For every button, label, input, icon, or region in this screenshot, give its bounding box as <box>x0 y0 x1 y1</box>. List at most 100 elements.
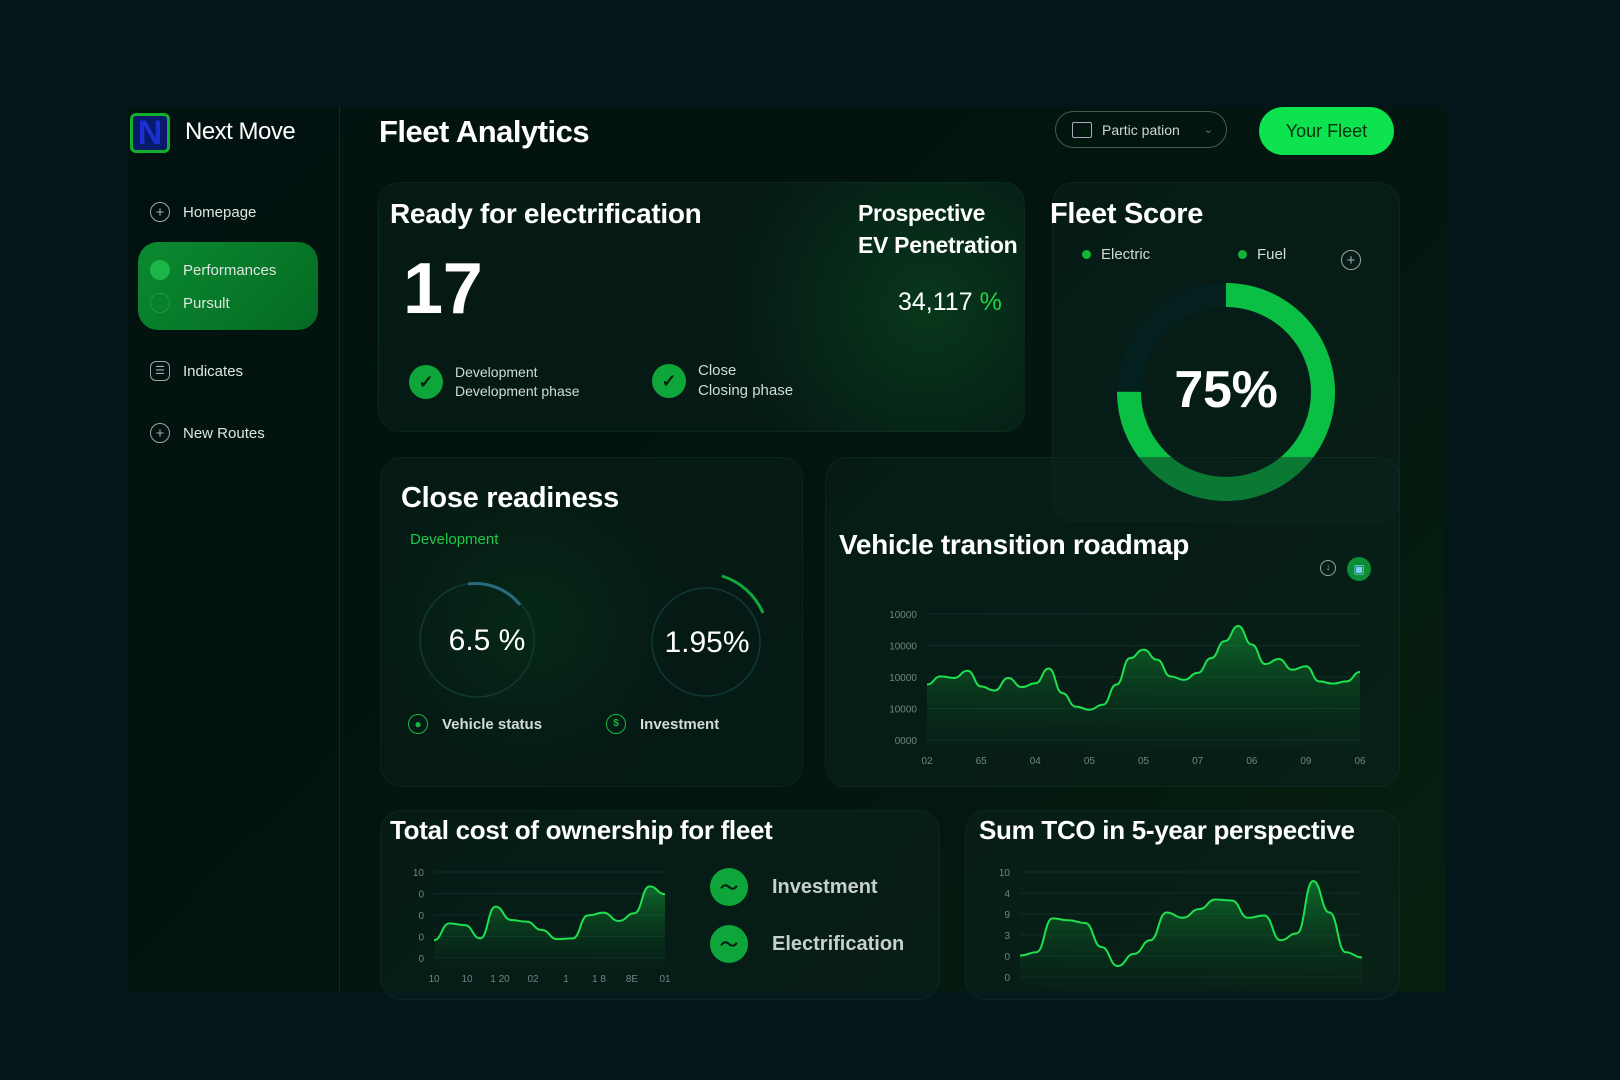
x-tick-label: 06 <box>1246 756 1258 767</box>
phase-development: ✓ Development Development phase <box>409 363 580 401</box>
trend-icon: 〜 <box>710 925 748 963</box>
y-tick-label: 10 <box>999 868 1011 879</box>
x-tick-label: 02 <box>921 756 933 767</box>
phase-sub: Development phase <box>455 383 580 399</box>
legend-dot <box>1238 250 1247 259</box>
gauge-value-vehicle: 6.5 % <box>448 624 526 657</box>
sidebar-active-group <box>138 242 318 330</box>
x-tick-label: 1 8 <box>592 974 606 985</box>
series-area <box>1020 881 1362 987</box>
x-tick-label: 04 <box>1030 756 1042 767</box>
sidebar-item-indicates[interactable]: ☰ Indicates <box>150 361 243 381</box>
x-tick-label: 06 <box>1354 756 1366 767</box>
x-tick-label: 07 <box>1192 756 1204 767</box>
logo: N <box>130 113 170 153</box>
y-tick-label: 0 <box>1004 973 1010 984</box>
close-readiness-subtitle: Development <box>410 531 499 548</box>
roadmap-title: Vehicle transition roadmap <box>839 529 1190 560</box>
page-title: Fleet Analytics <box>379 114 590 149</box>
sidebar-item-homepage[interactable]: + Homepage <box>150 202 256 222</box>
your-fleet-button[interactable]: Your Fleet <box>1259 107 1394 155</box>
gauge-ring <box>651 587 761 697</box>
legend-label: Fuel <box>1257 246 1287 263</box>
readiness-gauges <box>419 574 765 698</box>
phase-label: Development <box>455 364 538 380</box>
brand-name: Next Move <box>185 118 296 145</box>
series-line <box>433 885 666 942</box>
chevron-down-icon: ⌄ <box>1203 124 1214 136</box>
x-tick-label: 10 <box>461 974 473 985</box>
y-tick-label: 10000 <box>889 673 917 684</box>
check-icon: ✓ <box>409 365 443 399</box>
sidebar-item-new-routes[interactable]: + New Routes <box>150 423 265 443</box>
y-tick-label: 0 <box>418 954 424 965</box>
y-tick-label: 10000 <box>889 610 917 621</box>
download-icon[interactable]: ↓ <box>1320 560 1336 576</box>
ready-value: 17 <box>403 249 483 329</box>
tco-title: Total cost of ownership for fleet <box>390 815 773 845</box>
legend-fuel: Fuel <box>1238 245 1286 264</box>
fuel-pump-icon[interactable]: ▣ <box>1347 557 1371 581</box>
gauge-arc <box>467 582 522 606</box>
tco-chart: 10 0 0 0 0 10 10 1 20 02 1 1 8 8E 01 <box>413 868 670 985</box>
y-tick-label: 0 <box>418 911 424 922</box>
fleet-score-donut <box>1117 283 1335 501</box>
legend-dot <box>1082 250 1091 259</box>
coin-icon: $ <box>606 714 626 734</box>
x-tick-label: 02 <box>527 974 539 985</box>
close-readiness-card <box>380 457 803 787</box>
phase-sub: Closing phase <box>698 382 794 399</box>
y-tick-label: 0 <box>418 933 424 944</box>
fleet-score-value: 75% <box>1174 361 1278 419</box>
sidebar <box>127 107 340 992</box>
series-line <box>1019 880 1363 968</box>
logo-letter: N <box>137 113 163 152</box>
add-icon[interactable]: + <box>1341 250 1361 270</box>
target-icon <box>150 293 170 313</box>
y-tick-label: 10000 <box>889 705 917 716</box>
gauge-arc <box>721 574 765 614</box>
prospective-number: 34,117 <box>898 288 973 316</box>
sidebar-item-label: Pursult <box>183 294 230 312</box>
ready-card <box>378 182 1025 432</box>
plus-circle-icon: + <box>150 202 170 222</box>
vehicle-status-label: ● Vehicle status <box>408 714 542 734</box>
prospective-unit: % <box>979 288 1002 316</box>
plus-circle-icon: + <box>150 423 170 443</box>
series-area <box>434 886 665 968</box>
sidebar-item-label: Performances <box>183 261 277 279</box>
legend-label: Electrification <box>772 932 905 955</box>
participation-dropdown[interactable]: Partic pation ⌄ <box>1055 111 1227 148</box>
y-tick-label: 9 <box>1004 910 1010 921</box>
y-tick-label: 10000 <box>889 642 917 653</box>
donut-arc <box>1117 283 1335 501</box>
sidebar-item-performances[interactable]: Performances <box>150 260 276 280</box>
dropdown-value: Partic pation <box>1102 121 1180 138</box>
prospective-title-line: EV Penetration <box>858 232 1018 258</box>
prospective-title-line: Prospective <box>858 200 986 226</box>
list-icon: ☰ <box>150 361 170 381</box>
sidebar-item-pursult[interactable]: Pursult <box>150 293 230 313</box>
y-tick-label: 10 <box>413 868 425 879</box>
y-tick-label: 0 <box>418 890 424 901</box>
x-tick-label: 01 <box>659 974 670 985</box>
legend-investment: 〜 Investment <box>710 868 878 906</box>
app-panel <box>127 107 1445 992</box>
x-tick-label: 09 <box>1300 756 1312 767</box>
x-tick-label: 65 <box>976 756 988 767</box>
leaf-icon <box>150 260 170 280</box>
x-tick-label: 05 <box>1138 756 1150 767</box>
trend-icon: 〜 <box>710 868 748 906</box>
check-icon: ✓ <box>652 364 686 398</box>
x-tick-label: 8E <box>626 974 639 985</box>
x-tick-label: 1 <box>563 974 569 985</box>
y-tick-label: 0 <box>1004 952 1010 963</box>
y-tick-label: 4 <box>1004 889 1010 900</box>
window-icon <box>1072 121 1092 138</box>
fleet-score-title: Fleet Score <box>1050 198 1204 230</box>
prospective-value: 34,117 % <box>898 288 1002 317</box>
sum-tco-title: Sum TCO in 5-year perspective <box>979 815 1355 845</box>
y-tick-label: 3 <box>1004 931 1010 942</box>
gauge-label: Investment <box>640 715 720 733</box>
